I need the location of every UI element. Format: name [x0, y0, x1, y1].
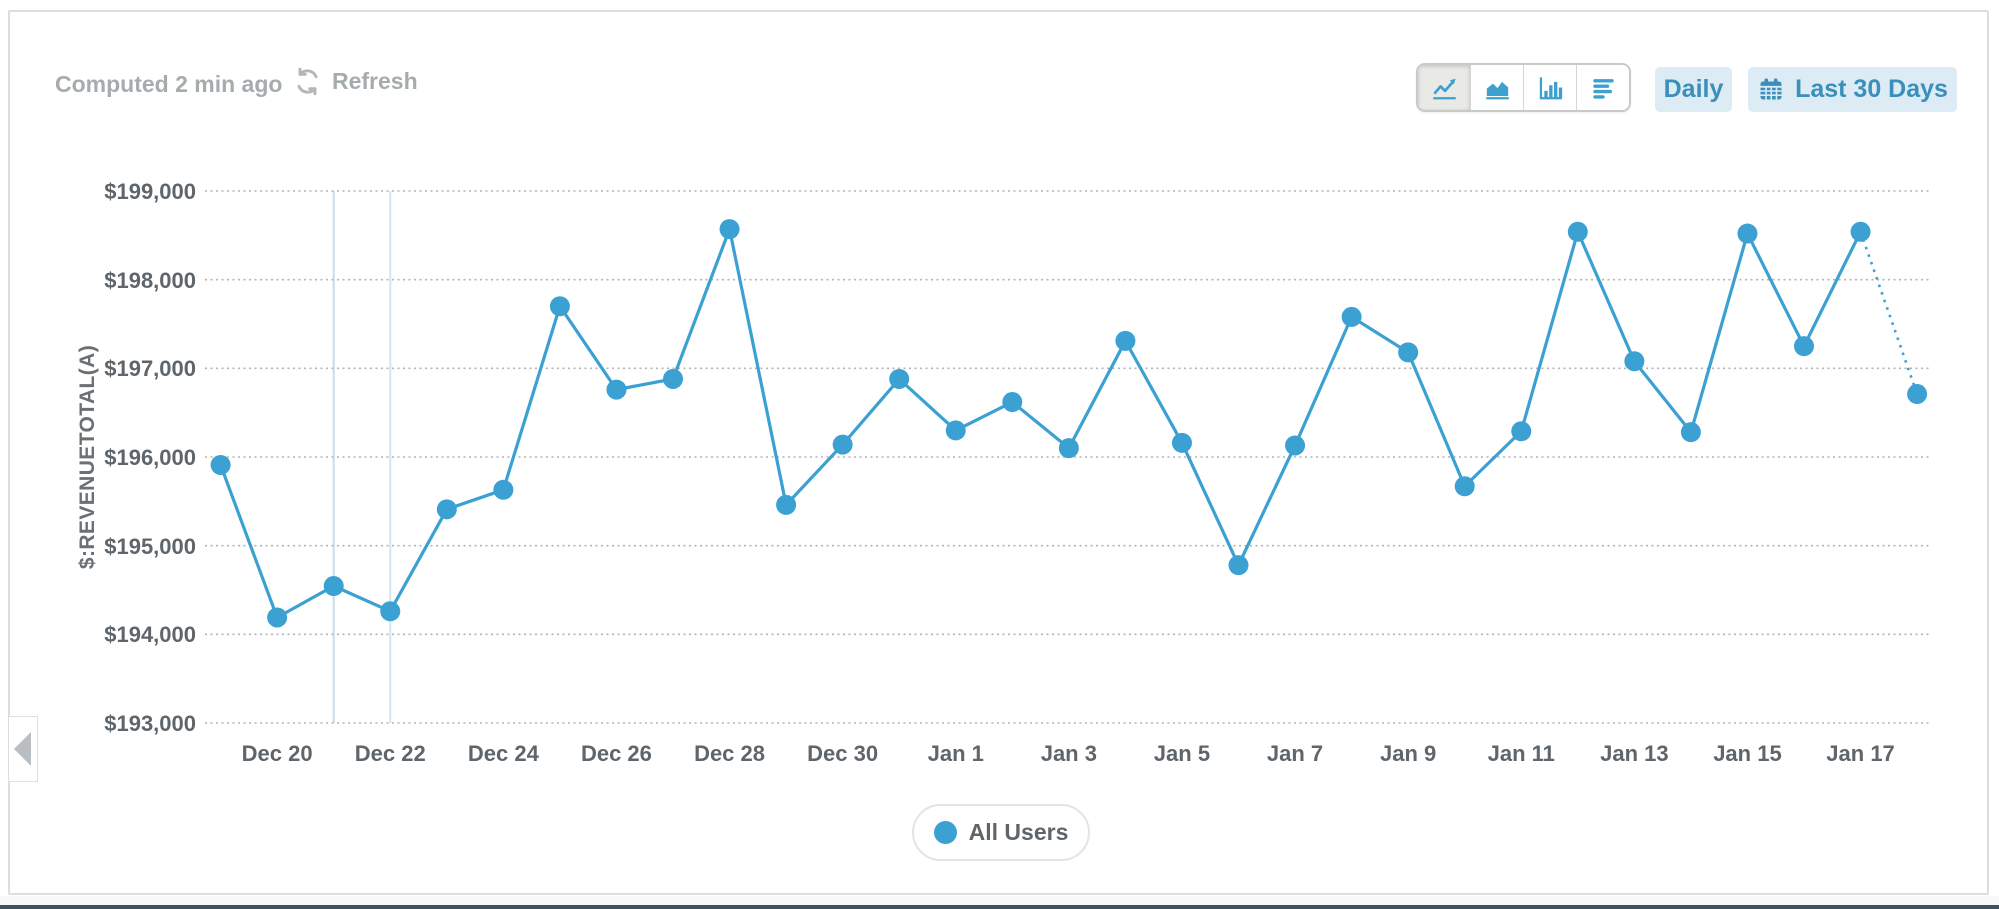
y-axis-title: $:REVENUETOTAL(A): [76, 344, 99, 570]
chart-type-toggle-group: [1416, 63, 1631, 112]
granularity-button[interactable]: Daily: [1655, 67, 1732, 112]
date-range-button[interactable]: Last 30 Days: [1748, 67, 1957, 112]
area-chart-icon: [1485, 81, 1509, 100]
date-range-label: Last 30 Days: [1795, 75, 1948, 103]
data-point[interactable]: [1680, 422, 1701, 443]
data-point[interactable]: [719, 219, 740, 240]
data-point[interactable]: [1398, 342, 1419, 363]
data-point[interactable]: [1511, 421, 1532, 442]
data-point[interactable]: [267, 607, 288, 628]
data-point[interactable]: [210, 454, 231, 475]
legend-pill-all-users[interactable]: All Users: [912, 804, 1090, 861]
legend-dot: [933, 821, 957, 844]
footer-strip: [0, 896, 1999, 905]
data-point[interactable]: [663, 368, 683, 389]
data-point[interactable]: [549, 296, 570, 317]
data-point[interactable]: [1624, 351, 1645, 372]
data-point[interactable]: [380, 601, 401, 622]
refresh-button[interactable]: Refresh: [292, 66, 418, 97]
column-chart-icon: [1539, 77, 1562, 100]
data-point[interactable]: [1002, 392, 1023, 413]
data-point[interactable]: [1907, 384, 1928, 405]
data-point[interactable]: [436, 499, 457, 520]
data-point[interactable]: [606, 379, 627, 400]
incomplete-segment: [1859, 231, 1919, 395]
data-point[interactable]: [1794, 336, 1814, 357]
data-point[interactable]: [323, 576, 344, 597]
data-point[interactable]: [1850, 221, 1871, 242]
data-point[interactable]: [493, 479, 514, 500]
line-chart-icon: [1432, 78, 1456, 100]
chart-card: [8, 10, 1989, 895]
revenue-line: [219, 227, 1863, 620]
chart-type-line-chart[interactable]: [1418, 65, 1471, 110]
data-point[interactable]: [1454, 476, 1475, 497]
data-point[interactable]: [1341, 306, 1362, 327]
collapse-left-arrow-icon: [14, 732, 31, 766]
data-point[interactable]: [1737, 223, 1758, 244]
refresh-label: Refresh: [332, 68, 418, 94]
data-point[interactable]: [889, 368, 910, 389]
horizontal-bars-icon: [1592, 79, 1614, 99]
data-point[interactable]: [832, 434, 853, 455]
legend-label: All Users: [968, 819, 1069, 845]
data-point[interactable]: [776, 494, 797, 515]
chart-type-area-chart[interactable]: [1471, 65, 1524, 110]
data-point[interactable]: [1228, 555, 1249, 576]
data-point[interactable]: [1171, 432, 1192, 453]
computed-timestamp: Computed 2 min ago: [55, 71, 283, 97]
data-point[interactable]: [1058, 438, 1079, 459]
refresh-icon: [297, 67, 318, 96]
chart-type-column-chart[interactable]: [1524, 65, 1577, 110]
data-point[interactable]: [945, 420, 966, 441]
data-point[interactable]: [1285, 435, 1306, 456]
app-bottom-bar: [0, 905, 1999, 909]
data-point[interactable]: [1115, 330, 1136, 351]
chart-type-horizontal-bars[interactable]: [1577, 65, 1629, 110]
calendar-icon: [1760, 78, 1782, 99]
collapse-panel-handle[interactable]: [9, 716, 38, 782]
data-point[interactable]: [1567, 221, 1588, 242]
